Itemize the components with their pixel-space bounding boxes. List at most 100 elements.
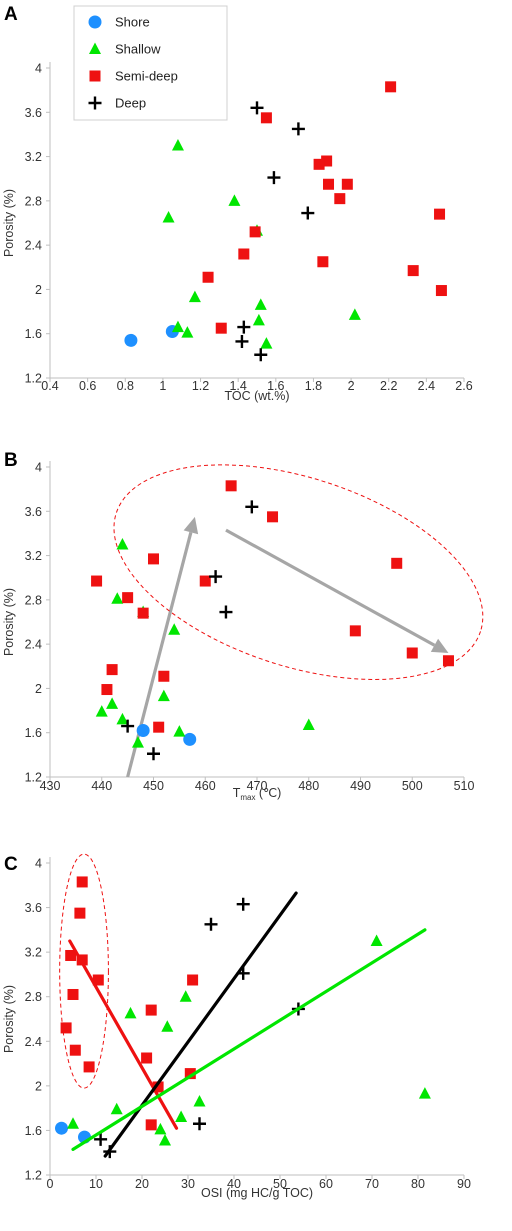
data-point-semi-deep [184,1068,196,1080]
data-point-deep [219,605,233,619]
legend-marker-shore [88,15,102,29]
data-point-semi-deep [106,664,118,676]
data-point-semi-deep [215,322,227,334]
y-tick-label: 4 [35,62,42,76]
legend-marker-deep [88,96,102,110]
data-point-shore [183,732,197,746]
data-point-shallow [260,337,273,349]
data-point-deep [237,320,251,334]
trend-arrow [225,528,436,647]
data-point-shallow [111,592,124,604]
x-axis-label: TOC (wt.%) [224,389,289,403]
data-point-semi-deep [434,208,446,220]
x-tick-label: 430 [40,779,61,793]
data-point-shallow [173,725,186,737]
x-tick-label: 0.8 [117,379,134,393]
data-point-semi-deep [74,907,86,919]
panel-c: C 0 10 20 30 40 50 60 70 80 90 1.2 1.6 2 2.4 2.8 3.2 3.6 4… [2,853,471,1200]
legend-marker-shallow [89,42,101,54]
data-point-shallow [95,705,108,717]
data-point-semi-deep [321,155,333,167]
y-tick-label: 3.6 [25,901,42,915]
data-point-semi-deep [137,607,149,619]
x-tick-label: 2 [348,379,355,393]
data-point-semi-deep [76,876,88,888]
trend-arrow-head [430,638,449,653]
data-point-shallow [124,1006,137,1019]
x-tick-label: 90 [457,1177,471,1191]
data-point-shallow [110,1102,123,1115]
panel-letter: A [4,4,18,25]
legend-marker-semi-deep [89,70,101,82]
y-tick-label: 2 [35,682,42,696]
y-tick-label: 1.6 [25,726,42,740]
x-tick-label: 70 [365,1177,379,1191]
y-tick-label: 1.2 [25,771,42,785]
legend-label: Semi-deep [115,69,178,84]
y-tick-label: 2.4 [25,1035,42,1049]
data-point-semi-deep [187,974,199,986]
y-tick-label: 2.8 [25,593,42,607]
panel-a: A 0.4 0.6 0.8 1 1.2 1.4 1.6 1.8 2 2.2 2.4 2.6 1.2 1.6 2… [2,4,473,403]
data-point-semi-deep [148,553,159,565]
data-point-semi-deep [158,670,170,682]
x-tick-label: 50 [273,1177,287,1191]
data-point-semi-deep [67,988,79,1000]
data-point-shallow [171,320,184,333]
data-point-shallow [175,1110,188,1123]
data-point-semi-deep [152,1081,164,1093]
data-point-shallow [181,326,194,338]
y-tick-label: 3.2 [25,549,42,563]
y-tick-label: 3.6 [25,505,42,519]
x-tick-label: 0.6 [79,379,96,393]
trend-line-semi-deep [68,939,179,1130]
data-point-semi-deep [385,81,397,93]
data-point-shore [136,724,150,737]
y-tick-label: 2.4 [25,638,42,652]
panel-letter: B [4,450,18,471]
data-point-semi-deep [341,178,353,190]
y-tick-label: 1.2 [25,372,42,386]
data-point-semi-deep [391,557,403,569]
x-tick-label: 30 [181,1177,195,1191]
legend-label: Deep [115,96,146,111]
data-point-semi-deep [101,684,113,696]
data-point-shallow [348,308,361,320]
data-point-deep [209,570,223,584]
x-tick-label: 10 [89,1177,103,1191]
y-axis-label: Porosity (%) [2,189,16,257]
data-point-semi-deep [249,226,261,238]
data-point-semi-deep [317,256,329,268]
y-tick-label: 3.6 [25,106,42,120]
series-shore [124,325,179,347]
data-point-deep [250,101,264,115]
y-tick-label: 2.8 [25,990,42,1004]
data-point-shallow [106,697,119,709]
data-point-semi-deep [334,193,346,205]
x-tick-label: 500 [402,779,423,793]
data-point-deep [236,897,250,911]
data-point-shallow [116,538,129,550]
y-tick-label: 2.4 [25,239,42,253]
series-deep [235,101,315,362]
y-tick-label: 1.6 [25,1124,42,1138]
data-point-deep [291,122,305,136]
x-tick-label: 1.6 [267,379,284,393]
data-point-shallow [162,210,175,223]
y-tick-label: 3.2 [25,946,42,960]
x-tick-label: 2.4 [418,379,435,393]
data-point-semi-deep [60,1022,72,1034]
data-point-shallow [168,623,181,635]
data-point-shallow [179,990,192,1002]
x-tick-label: 470 [247,779,268,793]
trend-line-shallow [71,928,427,1151]
data-point-semi-deep [145,1004,157,1016]
data-point-shallow [116,712,129,725]
data-point-semi-deep [91,575,103,587]
x-tick-label: 80 [411,1177,425,1191]
data-point-deep [193,1117,206,1131]
x-tick-label: 510 [454,779,475,793]
x-tick-label: 1.2 [192,379,209,393]
data-point-semi-deep [199,575,211,587]
